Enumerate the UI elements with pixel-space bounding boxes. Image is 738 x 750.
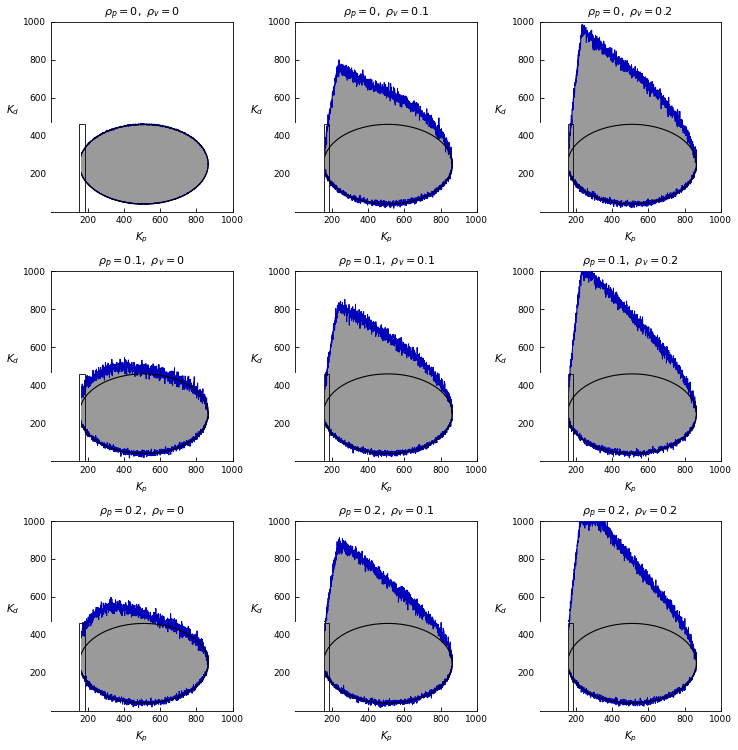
Bar [51, 373, 80, 461]
Polygon shape [323, 544, 452, 703]
X-axis label: $K_p$: $K_p$ [379, 730, 393, 745]
Bar [323, 623, 329, 711]
Bar [78, 622, 80, 711]
Bar [295, 622, 323, 711]
Y-axis label: $K_d$: $K_d$ [494, 352, 507, 366]
Y-axis label: $K_d$: $K_d$ [6, 352, 19, 366]
Y-axis label: $K_d$: $K_d$ [494, 103, 507, 117]
Bar [568, 623, 573, 711]
Bar [80, 124, 85, 211]
Bar [323, 374, 329, 461]
Y-axis label: $K_d$: $K_d$ [249, 602, 263, 616]
Bar [323, 622, 325, 711]
X-axis label: $K_p$: $K_p$ [624, 730, 637, 745]
X-axis label: $K_p$: $K_p$ [379, 481, 393, 495]
X-axis label: $K_p$: $K_p$ [624, 231, 637, 245]
Title: $\rho_p = 0.1,\ \rho_v = 0$: $\rho_p = 0.1,\ \rho_v = 0$ [98, 255, 185, 272]
Title: $\rho_p = 0.2,\ \rho_v = 0.1$: $\rho_p = 0.2,\ \rho_v = 0.1$ [338, 505, 435, 521]
Y-axis label: $K_d$: $K_d$ [249, 103, 263, 117]
Polygon shape [568, 29, 697, 204]
X-axis label: $K_p$: $K_p$ [135, 231, 148, 245]
Title: $\rho_p = 0,\ \rho_v = 0.1$: $\rho_p = 0,\ \rho_v = 0.1$ [343, 5, 430, 22]
Bar [295, 373, 323, 461]
X-axis label: $K_p$: $K_p$ [135, 730, 148, 745]
Bar [80, 374, 85, 461]
Bar [51, 622, 80, 711]
X-axis label: $K_p$: $K_p$ [135, 481, 148, 495]
Bar [51, 124, 80, 211]
Polygon shape [323, 306, 452, 454]
Bar [78, 373, 80, 461]
Polygon shape [80, 124, 208, 204]
Bar [323, 124, 329, 211]
X-axis label: $K_p$: $K_p$ [624, 481, 637, 495]
Bar [539, 622, 568, 711]
X-axis label: $K_p$: $K_p$ [379, 231, 393, 245]
Bar [323, 124, 325, 211]
Y-axis label: $K_d$: $K_d$ [6, 602, 19, 616]
Y-axis label: $K_d$: $K_d$ [6, 103, 19, 117]
Polygon shape [80, 607, 208, 703]
Polygon shape [323, 68, 452, 204]
Bar [295, 124, 323, 211]
Bar [539, 373, 568, 461]
Bar [323, 373, 325, 461]
Polygon shape [80, 367, 208, 454]
Bar [539, 124, 568, 211]
Bar [567, 622, 569, 711]
Bar [568, 374, 573, 461]
Polygon shape [568, 272, 697, 454]
Bar [567, 373, 569, 461]
Bar [568, 124, 573, 211]
Y-axis label: $K_d$: $K_d$ [249, 352, 263, 366]
Bar [78, 124, 80, 211]
Title: $\rho_p = 0.1,\ \rho_v = 0.2$: $\rho_p = 0.1,\ \rho_v = 0.2$ [582, 255, 678, 272]
Title: $\rho_p = 0,\ \rho_v = 0$: $\rho_p = 0,\ \rho_v = 0$ [104, 5, 180, 22]
Y-axis label: $K_d$: $K_d$ [494, 602, 507, 616]
Bar [80, 623, 85, 711]
Title: $\rho_p = 0.1,\ \rho_v = 0.1$: $\rho_p = 0.1,\ \rho_v = 0.1$ [337, 255, 435, 272]
Bar [567, 124, 569, 211]
Title: $\rho_p = 0.2,\ \rho_v = 0.2$: $\rho_p = 0.2,\ \rho_v = 0.2$ [582, 505, 678, 521]
Title: $\rho_p = 0,\ \rho_v = 0.2$: $\rho_p = 0,\ \rho_v = 0.2$ [587, 5, 673, 22]
Title: $\rho_p = 0.2,\ \rho_v = 0$: $\rho_p = 0.2,\ \rho_v = 0$ [99, 505, 185, 521]
Polygon shape [568, 521, 697, 703]
